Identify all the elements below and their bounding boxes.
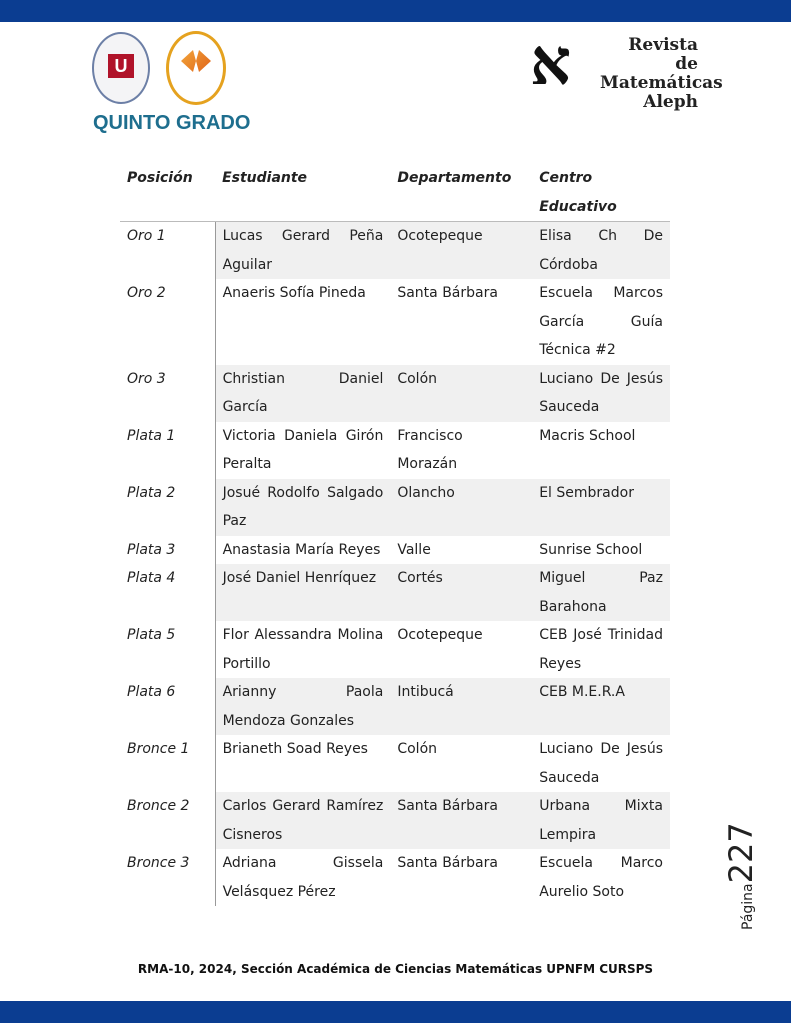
journal-name-line: Matemáticas <box>600 73 723 93</box>
table-row: Bronce 2 Carlos Gerard Ramírez Cisneros Sa… <box>120 792 670 849</box>
results-table: Posición Estudiante Departamento Centro … <box>120 164 670 906</box>
table-row: Oro 1 Lucas Gerard Peña Aguilar Ocotepeque… <box>120 221 670 279</box>
cell-student: Carlos Gerard Ramírez Cisneros <box>214 792 391 849</box>
cell-school: CEB M.E.R.A <box>532 678 670 735</box>
cell-department: Ocotepeque <box>390 221 533 279</box>
cell-position: Oro 3 <box>127 370 166 387</box>
cell-department: Santa Bárbara <box>397 285 498 301</box>
aleph-logo-glyph: א <box>530 25 572 100</box>
cell-position: Bronce 2 <box>127 798 190 814</box>
cell-school: Sunrise School <box>539 541 643 558</box>
cell-school: Miguel Paz Barahona <box>532 564 670 621</box>
footer-citation: RMA-10, 2024, Sección Académica de Cienc… <box>137 962 654 976</box>
cell-school: Escuela Marcos García Guía Técnica #2 <box>539 285 663 358</box>
cell-student: Flor Alessandra Molina Portillo <box>214 621 391 678</box>
table-row: Plata 5 Flor Alessandra Molina Portillo Oc… <box>120 621 670 678</box>
cell-department: Francisco Morazán <box>397 427 463 473</box>
cell-school: Luciano De Jesús Sauceda <box>539 741 663 786</box>
col-department: Departamento <box>390 164 533 222</box>
cell-position: Plata 2 <box>127 484 176 501</box>
cell-position: Bronce 3 <box>127 855 190 871</box>
page-number-value: 227 <box>722 822 760 884</box>
journal-name-line: Aleph <box>643 92 698 112</box>
cell-school: CEB José Trinidad Reyes <box>539 627 663 672</box>
table-row: Plata 2 Josué Rodolfo Salgado Paz Olancho E… <box>120 478 670 536</box>
table-row: Bronce 3 Adriana Gissela Velásquez Pérez S… <box>120 849 670 906</box>
cell-school: Elisa Ch De Córdoba <box>532 221 670 279</box>
cell-student: Anastasia María Reyes <box>214 535 391 564</box>
page-label: Página <box>740 883 756 930</box>
cell-department: Santa Bárbara <box>397 855 498 871</box>
cell-student: José Daniel Henríquez <box>214 564 391 621</box>
top-band <box>0 0 791 22</box>
cell-position: Plata 3 <box>127 541 176 558</box>
table-row: Bronce 1 Brianeth Soad Reyes Colón Luciano … <box>120 735 670 792</box>
school-seal-logo: U <box>92 32 150 104</box>
upnfm-logo <box>166 31 226 105</box>
table-row: Oro 3 Christian Daniel García Colón Luciano… <box>120 364 670 422</box>
bottom-band <box>0 1001 791 1023</box>
cell-position: Plata 4 <box>127 570 176 586</box>
journal-name-line: Revista de <box>628 35 698 74</box>
table-row: Plata 3 Anastasia María Reyes Valle Sunrise… <box>120 535 670 564</box>
cell-student: Victoria Daniela Girón Peralta <box>214 421 391 479</box>
col-student: Estudiante <box>215 164 391 222</box>
col-school: Centro Educativo <box>532 164 670 222</box>
table-row: Plata 6 Arianny Paola Mendoza Gonzales Int… <box>120 678 670 735</box>
cell-department: Valle <box>397 541 431 558</box>
cell-student: Josué Rodolfo Salgado Paz <box>214 478 391 536</box>
cell-student: Adriana Gissela Velásquez Pérez <box>214 849 391 906</box>
cell-department: Colón <box>397 741 438 757</box>
cell-department: Santa Bárbara <box>390 792 533 849</box>
table-row: Plata 1 Victoria Daniela Girón Peralta Fra… <box>120 421 670 479</box>
cell-school: Luciano De Jesús Sauceda <box>532 364 670 422</box>
table-row: Oro 2 Anaeris Sofía Pineda Santa Bárbara Es… <box>120 279 670 365</box>
cell-department: Colón <box>390 364 533 422</box>
col-position: Posición <box>120 164 216 222</box>
cell-school: El Sembrador <box>532 478 670 536</box>
cell-position: Plata 1 <box>127 427 176 444</box>
cell-student: Lucas Gerard Peña Aguilar <box>214 221 391 279</box>
cell-school: Escuela Marco Aurelio Soto <box>539 855 663 900</box>
table-row: Plata 4 José Daniel Henríquez Cortés Miguel… <box>120 564 670 621</box>
cell-position: Plata 5 <box>127 627 176 643</box>
section-title: QUINTO GRADO <box>93 112 251 134</box>
cell-position: Bronce 1 <box>127 741 190 757</box>
cell-student: Anaeris Sofía Pineda <box>214 279 391 365</box>
cell-department: Intibucá <box>390 678 533 735</box>
journal-name: Revista de Matemáticas Aleph <box>600 35 723 112</box>
cell-student: Christian Daniel García <box>214 364 391 422</box>
cell-department: Olancho <box>390 478 533 536</box>
cell-position: Oro 2 <box>127 285 166 301</box>
cell-student: Brianeth Soad Reyes <box>214 735 391 792</box>
cell-position: Oro 1 <box>127 228 166 244</box>
cell-student: Arianny Paola Mendoza Gonzales <box>214 678 391 735</box>
table-header: Posición Estudiante Departamento Centro … <box>120 164 670 222</box>
cell-department: Ocotepeque <box>397 627 483 643</box>
cell-school: Macris School <box>539 427 636 444</box>
cell-department: Cortés <box>390 564 533 621</box>
cell-position: Plata 6 <box>127 684 176 700</box>
page-number: Página227 <box>722 822 760 930</box>
cell-school: Urbana Mixta Lempira <box>532 792 670 849</box>
